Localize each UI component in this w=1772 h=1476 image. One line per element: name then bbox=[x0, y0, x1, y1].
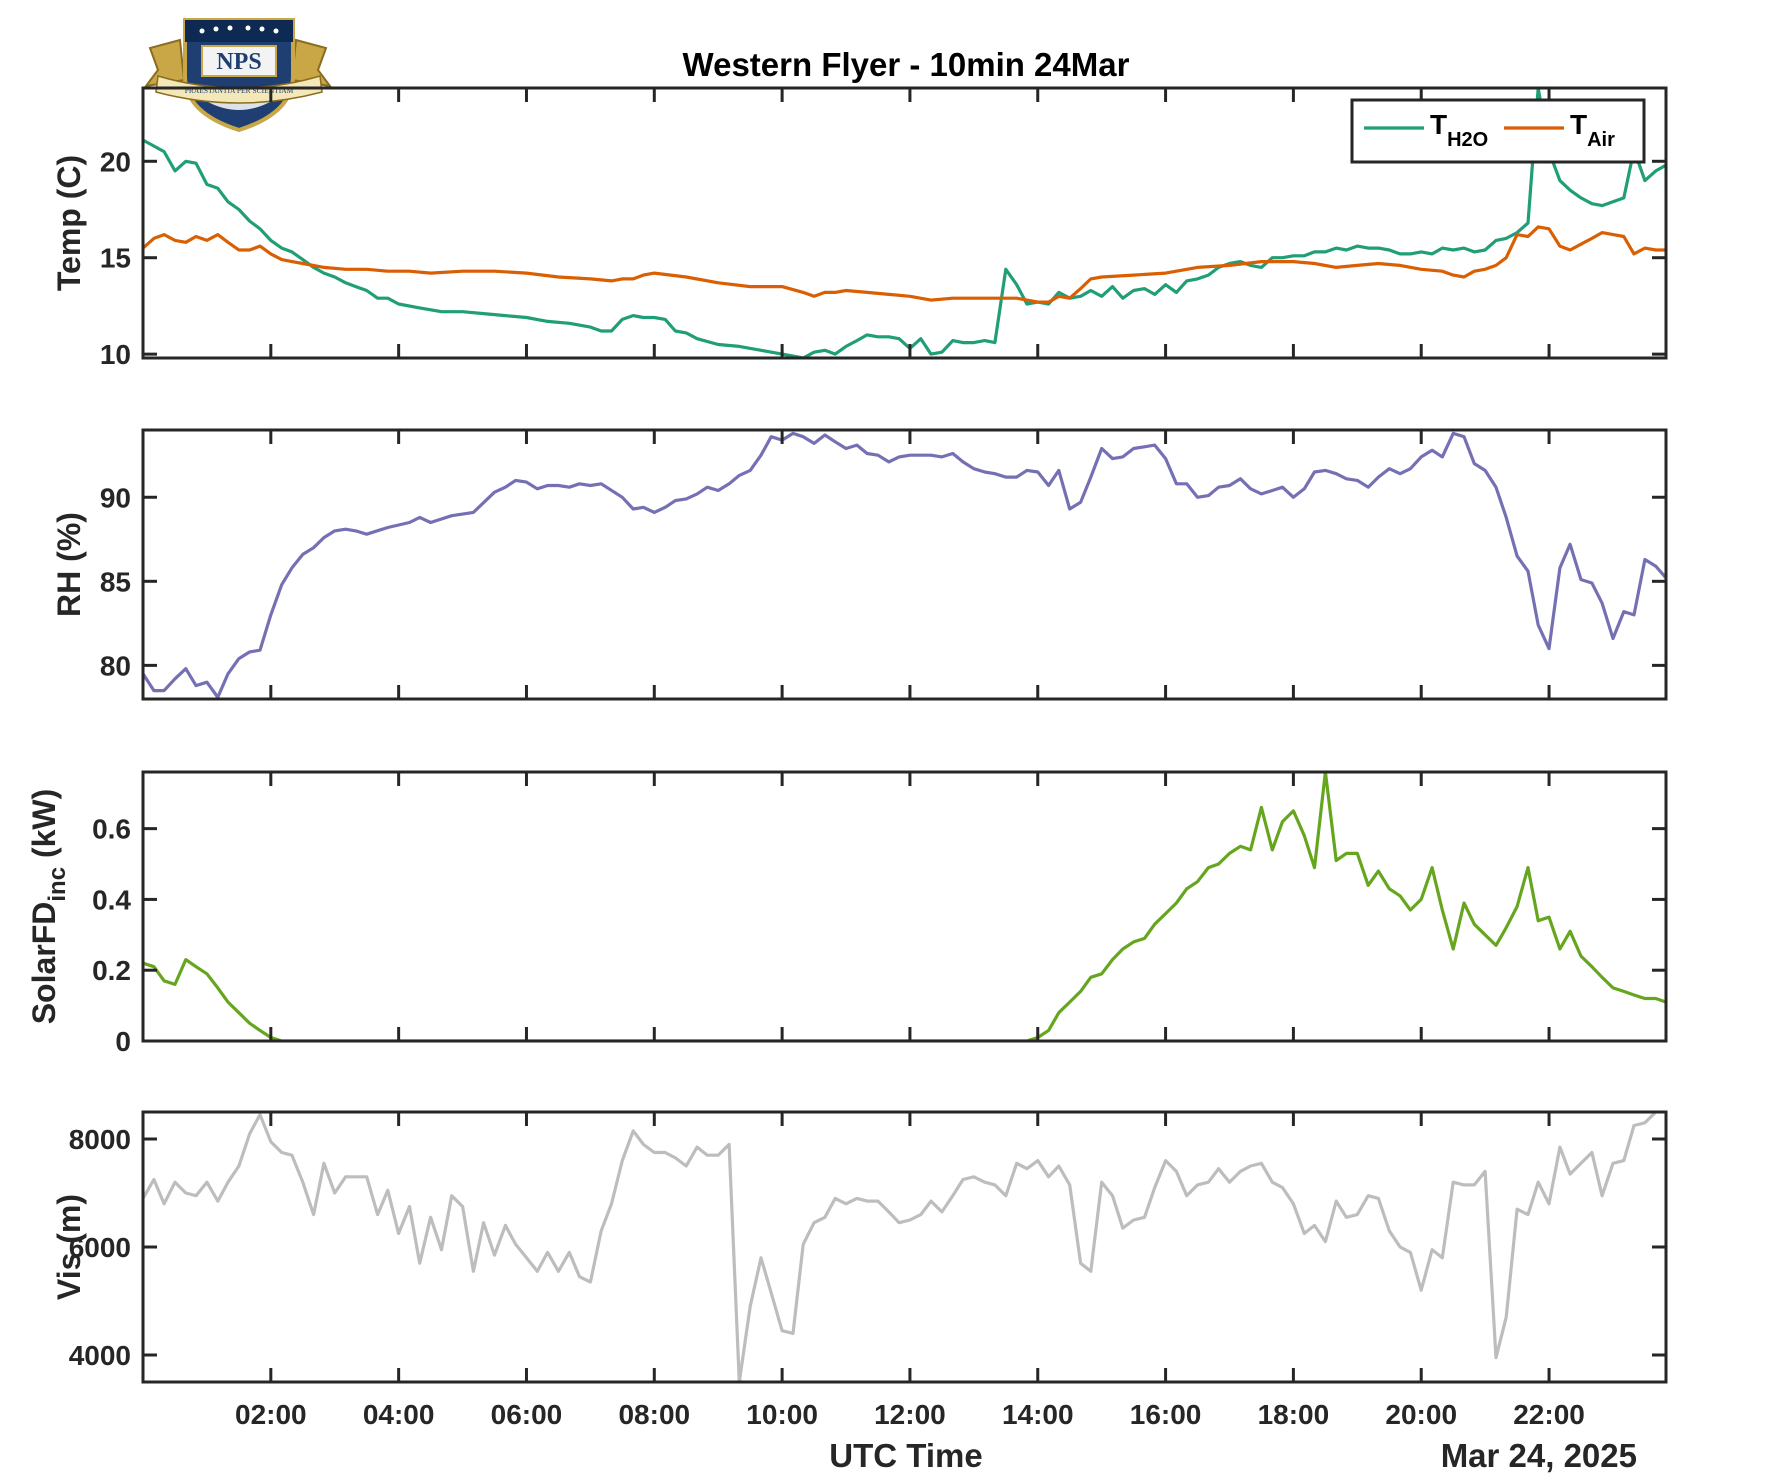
logo-motto: PRAESTANTIA PER SCIENTIAM bbox=[185, 86, 294, 95]
x-tick-label: 20:00 bbox=[1385, 1399, 1457, 1430]
y-tick-label: 4000 bbox=[69, 1340, 131, 1371]
y-tick-label: 80 bbox=[100, 650, 131, 681]
y-axis-label: Temp (C) bbox=[51, 155, 87, 291]
y-tick-label: 10 bbox=[100, 339, 131, 370]
y-axis-label: SolarFDinc (kW) bbox=[26, 789, 71, 1025]
series-line-vis bbox=[143, 1112, 1657, 1382]
y-axis-label: Vis (m) bbox=[51, 1194, 87, 1300]
logo-text: NPS bbox=[216, 49, 261, 75]
x-tick-label: 08:00 bbox=[618, 1399, 690, 1430]
panel-3: 0 0.2 0.4 0.6 SolarFDinc (kW) bbox=[26, 770, 1668, 1057]
panel-4: 02:00 04:00 06:00 08:00 10:00 12:00 14:00 16:00… bbox=[51, 1110, 1668, 1430]
y-tick-label: 90 bbox=[100, 482, 131, 513]
panel-2: 80 85 90 RH (%) bbox=[51, 428, 1668, 701]
series-line-rh bbox=[143, 431, 1666, 699]
legend-label: TAir bbox=[1570, 109, 1615, 151]
x-tick-label: 02:00 bbox=[235, 1399, 307, 1430]
series-line-t-h2o bbox=[143, 88, 1666, 358]
y-tick-label: 0.6 bbox=[92, 814, 131, 845]
panels: 10 15 20 Temp (C) TH2O TAir 80 85 90 RH (%) 0 0.2 0.… bbox=[26, 86, 1668, 1430]
series-line-t-air bbox=[143, 225, 1666, 304]
x-tick-label: 06:00 bbox=[491, 1399, 563, 1430]
y-tick-label: 8000 bbox=[69, 1124, 131, 1155]
y-tick-label: 6000 bbox=[69, 1232, 131, 1263]
axes-box bbox=[141, 86, 1668, 360]
axes-box bbox=[141, 770, 1668, 1043]
axes-box bbox=[141, 1110, 1668, 1384]
x-tick-label: 10:00 bbox=[746, 1399, 818, 1430]
x-tick-label: 14:00 bbox=[1002, 1399, 1074, 1430]
y-tick-label: 20 bbox=[100, 146, 131, 177]
x-tick-label: 12:00 bbox=[874, 1399, 946, 1430]
nps-logo: NPS PRAESTANTIA PER SCIENTIAM bbox=[143, 18, 333, 133]
x-tick-label: 16:00 bbox=[1130, 1399, 1202, 1430]
y-tick-label: 85 bbox=[100, 566, 131, 597]
x-tick-label: 18:00 bbox=[1258, 1399, 1330, 1430]
y-tick-label: 0.2 bbox=[92, 955, 131, 986]
series-line-solarfd-inc bbox=[143, 772, 1666, 1041]
legend: TH2O TAir bbox=[1350, 98, 1646, 164]
panel-1: 10 15 20 Temp (C) TH2O TAir bbox=[51, 86, 1668, 370]
legend-label: TH2O bbox=[1430, 109, 1488, 151]
date-label: Mar 24, 2025 bbox=[1441, 1437, 1637, 1474]
y-tick-label: 0.4 bbox=[92, 884, 131, 915]
y-tick-label: 15 bbox=[100, 243, 131, 274]
x-tick-label: 22:00 bbox=[1513, 1399, 1585, 1430]
y-axis-label: RH (%) bbox=[51, 512, 87, 617]
x-tick-label: 04:00 bbox=[363, 1399, 435, 1430]
y-tick-label: 0 bbox=[115, 1026, 131, 1057]
chart-title: Western Flyer - 10min 24Mar bbox=[683, 46, 1130, 83]
axes-box bbox=[141, 428, 1668, 701]
x-axis-label: UTC Time bbox=[829, 1437, 982, 1474]
